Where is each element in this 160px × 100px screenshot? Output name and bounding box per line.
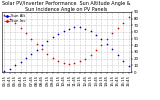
Point: [19, 27, 22, 29]
Point: [100, 38, 103, 40]
Point: [41, 48, 43, 50]
Point: [73, 62, 76, 64]
Point: [30, 38, 33, 40]
Point: [106, 38, 108, 40]
Point: [30, 53, 33, 55]
Point: [19, 61, 22, 63]
Point: [14, 64, 16, 66]
Point: [25, 32, 27, 34]
Point: [73, 26, 76, 28]
Point: [14, 22, 16, 24]
Point: [111, 32, 114, 34]
Point: [95, 34, 97, 36]
Point: [84, 28, 87, 29]
Point: [89, 30, 92, 32]
Point: [127, 16, 130, 18]
Point: [8, 68, 11, 70]
Legend: Sun Alt, Sun Inc: Sun Alt, Sun Inc: [4, 14, 26, 24]
Point: [3, 14, 6, 16]
Point: [116, 27, 119, 29]
Point: [57, 60, 60, 62]
Point: [8, 18, 11, 20]
Point: [68, 28, 70, 29]
Point: [57, 33, 60, 35]
Point: [62, 30, 65, 32]
Point: [79, 60, 81, 62]
Point: [84, 58, 87, 60]
Point: [106, 43, 108, 45]
Point: [25, 57, 27, 59]
Point: [46, 53, 49, 55]
Point: [122, 60, 124, 62]
Point: [127, 65, 130, 67]
Point: [41, 44, 43, 46]
Point: [122, 22, 124, 23]
Point: [89, 54, 92, 56]
Point: [3, 70, 6, 72]
Point: [100, 44, 103, 46]
Point: [95, 49, 97, 51]
Point: [46, 40, 49, 42]
Point: [35, 49, 38, 51]
Point: [111, 48, 114, 50]
Title: Solar PV/Inverter Performance  Sun Altitude Angle & Sun Incidence Angle on PV Pa: Solar PV/Inverter Performance Sun Altitu…: [2, 1, 131, 12]
Point: [52, 57, 54, 59]
Point: [68, 63, 70, 65]
Point: [116, 54, 119, 56]
Point: [35, 43, 38, 45]
Point: [79, 26, 81, 28]
Point: [62, 62, 65, 64]
Point: [52, 36, 54, 38]
